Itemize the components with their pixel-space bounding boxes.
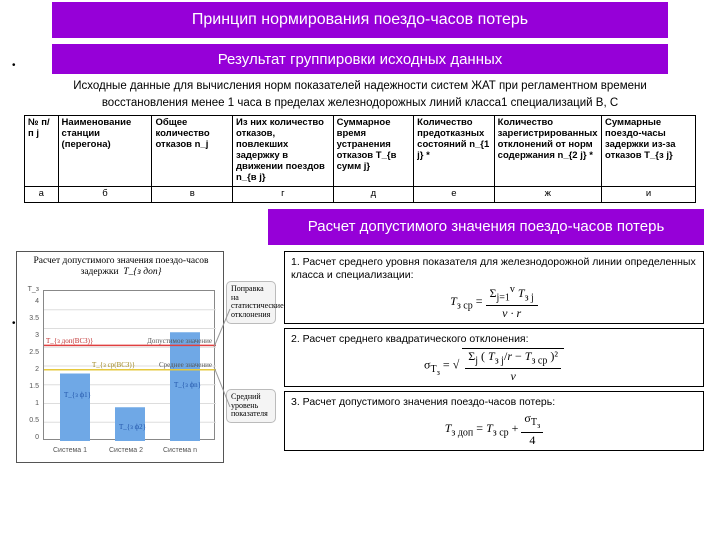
callout-correction: Поправка на статистические отклонения [226,281,276,324]
letter-cell: ж [494,186,601,202]
step-1: 1. Расчет среднего уровня показателя для… [284,251,704,324]
col-1: Наименование станции (перегона) [58,116,152,187]
table-letter-row: а б в г д е ж и [25,186,696,202]
red-left-label: T_{з доп(ВСЗ)} [46,337,93,345]
col-6: Количество зарегистрированных отклонений… [494,116,601,187]
chart-plot: T_{з доп(ВСЗ)} Допустимое значение T_{з … [43,290,215,440]
x-cat: Система 2 [109,447,143,454]
title-banner: Принцип нормирования поездо-часов потерь [52,2,668,38]
table-header-row: № п/п j Наименование станции (перегона) … [25,116,696,187]
red-right-label: Допустимое значение [147,337,212,345]
yellow-right-label: Среднее значение [159,361,212,369]
letter-cell: е [414,186,495,202]
step-1-text: 1. Расчет среднего уровня показателя для… [291,256,697,282]
letter-cell: г [233,186,334,202]
col-4: Суммарное время устранения отказов T_{в … [333,116,414,187]
col-2: Общее количество отказов n_j [152,116,233,187]
yellow-left-label: T_{з ср(ВСЗ)} [92,361,135,369]
calc-banner: Расчет допустимого значения поездо-часов… [268,209,704,245]
step-3-text: 3. Расчет допустимого значения поездо-ча… [291,396,697,409]
col-3: Из них количество отказов, повлекших зад… [233,116,334,187]
letter-cell: б [58,186,152,202]
step-2-text: 2. Расчет среднего квадратического откло… [291,333,697,346]
col-0: № п/п j [25,116,59,187]
x-cat: Система n [163,447,197,454]
step-2-formula: σTз = √ Σj ( Tз j/r − Tз ср )² v [291,348,697,384]
col-7: Суммарные поездо-часы задержки из-за отк… [602,116,696,187]
subtitle-banner: Результат группировки исходных данных [52,44,668,74]
chart-title: Расчет допустимого значения поездо-часов… [27,256,215,278]
preamble-text: Исходные данные для вычисления норм пока… [32,78,688,111]
letter-cell: в [152,186,233,202]
bar-label: T_{з ф2} [119,423,146,431]
step-3: 3. Расчет допустимого значения поездо-ча… [284,391,704,451]
step-1-formula: Tз ср = Σj=1v Tз j v · r [291,284,697,321]
letter-cell: а [25,186,59,202]
letter-cell: д [333,186,414,202]
bar-label: T_{з фn} [174,381,201,389]
col-5: Количество предотказных состояний n_{1 j… [414,116,495,187]
source-data-table: № п/п j Наименование станции (перегона) … [24,115,696,202]
letter-cell: и [602,186,696,202]
step-2: 2. Расчет среднего квадратического откло… [284,328,704,387]
step-3-formula: Tз доп = Tз ср + σTз 4 [291,411,697,448]
x-cat: Система 1 [53,447,87,454]
ylabel: T_з [21,286,39,293]
chart-area: Расчет допустимого значения поездо-часов… [16,251,276,467]
bar-label: T_{з ф1} [64,391,91,399]
callout-mean: Средний уровень показателя [226,389,276,423]
